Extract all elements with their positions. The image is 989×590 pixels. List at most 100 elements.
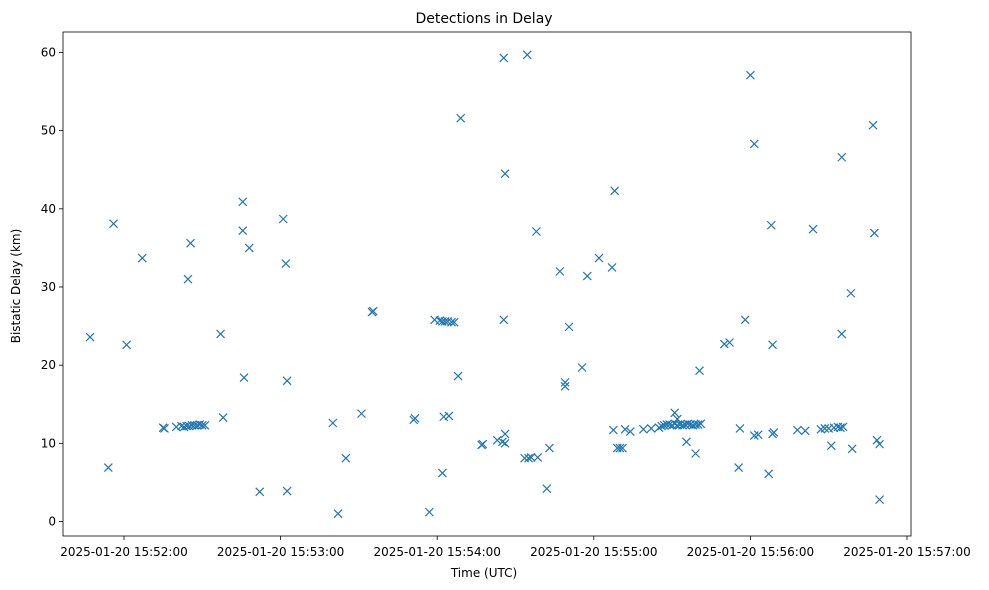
data-point <box>577 363 587 372</box>
data-point <box>672 414 682 424</box>
data-point <box>610 186 620 196</box>
data-point <box>186 238 195 248</box>
data-point <box>820 424 830 433</box>
data-point <box>437 468 447 478</box>
data-point <box>524 453 533 463</box>
data-point <box>564 322 574 332</box>
data-point <box>453 371 463 381</box>
data-point <box>500 438 510 448</box>
data-point <box>654 423 664 433</box>
data-point <box>875 439 885 449</box>
y-tick-label: 10 <box>41 436 56 450</box>
x-tick-label: 2025-01-20 15:56:00 <box>687 545 814 559</box>
data-point <box>368 306 378 316</box>
data-point <box>646 424 656 433</box>
data-point <box>735 424 745 433</box>
data-point <box>328 418 338 428</box>
data-point <box>542 484 552 494</box>
data-point <box>869 228 879 238</box>
x-tick-label: 2025-01-20 15:55:00 <box>530 545 657 559</box>
data-point <box>238 226 248 236</box>
data-point <box>800 426 810 436</box>
chart-title: Detections in Delay <box>415 11 552 27</box>
data-point <box>638 424 648 434</box>
data-point <box>216 329 225 339</box>
data-point <box>808 224 818 234</box>
data-point <box>582 271 592 281</box>
data-point <box>103 463 113 472</box>
plot-frame <box>62 31 912 537</box>
data-point <box>740 315 750 325</box>
data-point <box>498 437 507 447</box>
data-point <box>424 507 434 517</box>
x-tick-label: 2025-01-20 15:52:00 <box>60 545 187 559</box>
data-point <box>691 449 701 458</box>
data-point <box>533 452 543 462</box>
data-point <box>594 253 604 263</box>
data-point <box>281 259 291 268</box>
data-point <box>218 413 228 422</box>
data-point <box>122 340 132 350</box>
x-tick-label: 2025-01-20 15:54:00 <box>373 545 500 559</box>
data-point <box>745 70 755 80</box>
data-point <box>768 340 778 350</box>
data-point <box>238 197 248 207</box>
data-point <box>764 469 774 479</box>
data-point <box>620 424 630 434</box>
data-point <box>618 443 627 453</box>
x-axis-label: Time (UTC) <box>450 566 517 580</box>
data-point <box>837 329 847 339</box>
data-point <box>500 169 510 179</box>
data-point <box>838 422 848 432</box>
data-point <box>85 332 95 342</box>
data-point <box>766 220 776 230</box>
data-point <box>725 338 734 347</box>
data-point <box>792 425 802 435</box>
data-point <box>560 381 570 391</box>
data-point <box>282 486 292 496</box>
axes: 0 10 20 30 40 50 60 2025-01-20 15:52:00 2025-01-… <box>41 46 971 560</box>
data-point <box>847 444 857 454</box>
y-tick-label: 20 <box>41 358 56 372</box>
data-point <box>410 413 420 423</box>
x-tick-label: 2025-01-20 15:57:00 <box>843 545 970 559</box>
data-point <box>244 243 254 253</box>
y-tick-label: 40 <box>41 202 56 216</box>
marker-group <box>85 50 885 519</box>
data-point <box>769 427 779 437</box>
data-point <box>200 420 210 430</box>
data-point <box>696 419 706 429</box>
data-point <box>357 409 366 419</box>
y-tick-label: 0 <box>48 515 56 529</box>
data-point <box>657 421 667 431</box>
y-axis-label: Bistatic Delay (km) <box>9 229 23 344</box>
data-point <box>560 377 570 387</box>
y-tick-label: 30 <box>41 280 56 294</box>
data-point <box>531 227 541 236</box>
data-point <box>447 317 456 327</box>
data-point <box>282 376 292 386</box>
data-point <box>137 253 147 263</box>
data-point <box>255 487 265 497</box>
y-tick-label: 60 <box>41 46 56 60</box>
data-point <box>868 120 878 130</box>
data-point <box>492 435 502 445</box>
data-point <box>749 139 759 149</box>
data-point <box>734 463 744 472</box>
data-point <box>183 274 193 284</box>
data-point <box>625 427 635 437</box>
data-point <box>500 429 510 439</box>
data-point <box>526 452 536 462</box>
data-point <box>846 288 856 298</box>
data-point <box>695 366 704 376</box>
data-point <box>499 315 509 325</box>
data-point <box>719 339 729 349</box>
x-tick-label: 2025-01-20 15:53:00 <box>217 545 344 559</box>
data-point <box>837 152 847 162</box>
data-point <box>872 435 882 445</box>
data-point <box>682 437 691 447</box>
data-point <box>499 53 509 63</box>
data-point <box>449 317 459 327</box>
data-point <box>478 439 488 449</box>
data-point <box>333 509 343 519</box>
